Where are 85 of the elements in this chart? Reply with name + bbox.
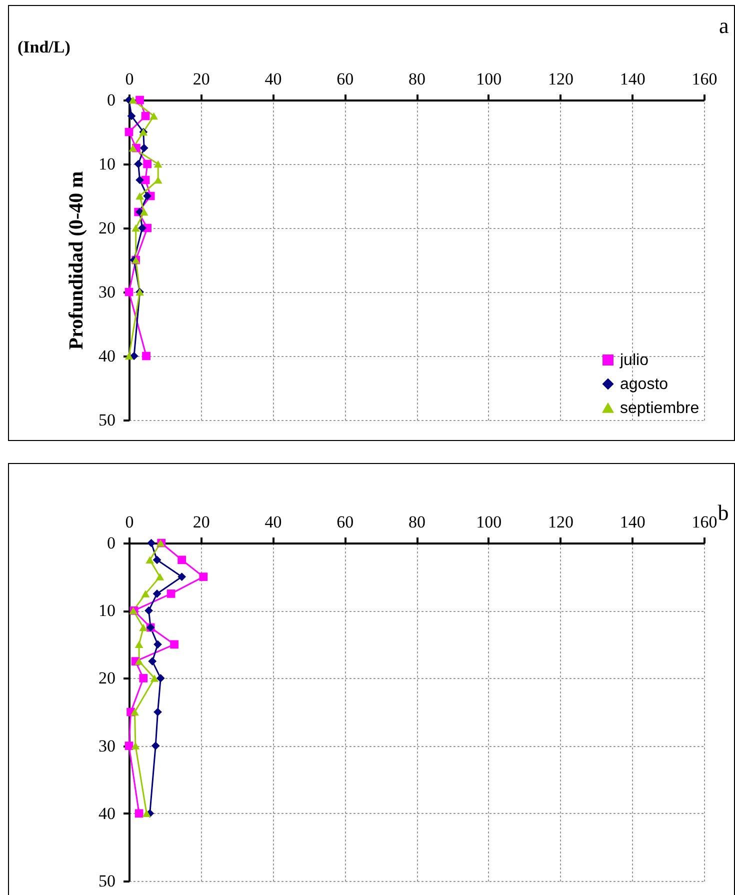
x-tick-label: 120 <box>548 70 574 88</box>
y-axis-title: Profundidad (0-40 m <box>66 170 88 350</box>
y-tick-label: 30 <box>98 736 116 756</box>
point <box>199 572 208 581</box>
point <box>154 160 162 168</box>
point <box>143 192 152 200</box>
y-tick-label: 50 <box>98 410 116 430</box>
point <box>178 556 186 564</box>
x-tick-label: 160 <box>692 70 718 88</box>
point <box>136 96 144 104</box>
point <box>141 590 150 598</box>
point <box>166 590 176 598</box>
point <box>143 160 152 168</box>
x-tick-label: 0 <box>125 512 134 532</box>
point <box>139 624 148 632</box>
point <box>128 144 138 152</box>
y-tick-label: 40 <box>98 804 116 823</box>
point <box>130 352 138 360</box>
point <box>154 708 162 716</box>
point <box>124 288 134 296</box>
point <box>130 708 139 716</box>
point <box>142 352 150 360</box>
legend-label: septiembre <box>620 400 700 417</box>
point <box>140 208 148 216</box>
point <box>156 573 164 580</box>
point <box>124 742 134 750</box>
x-tick-label: 20 <box>192 70 210 88</box>
point <box>127 112 136 120</box>
x-axis-title: (Ind/L) <box>18 38 70 56</box>
point <box>146 556 154 564</box>
legend-label: agosto <box>620 376 668 393</box>
point <box>156 674 165 682</box>
x-tick-label: 60 <box>336 512 354 532</box>
x-tick-label: 40 <box>264 512 282 532</box>
x-tick-label: 100 <box>476 70 502 88</box>
point <box>147 538 156 548</box>
point <box>134 658 144 665</box>
point <box>132 224 140 232</box>
point <box>178 572 186 581</box>
point <box>148 657 157 666</box>
point <box>134 160 143 168</box>
point <box>124 128 134 136</box>
y-tick-label: 0 <box>107 534 116 552</box>
x-tick-label: 40 <box>264 70 282 88</box>
point <box>150 112 158 120</box>
chart-title: b <box>718 500 729 525</box>
point <box>154 176 162 184</box>
x-tick-label: 20 <box>192 512 210 532</box>
x-tick-label: 140 <box>620 512 646 532</box>
point <box>170 640 178 649</box>
point <box>152 556 162 564</box>
point <box>142 810 151 818</box>
x-tick-label: 100 <box>476 512 502 532</box>
y-tick-label: 30 <box>98 282 116 302</box>
point <box>144 606 153 615</box>
x-tick-label: 80 <box>408 512 426 532</box>
point <box>150 674 159 682</box>
point <box>136 192 144 200</box>
y-tick-label: 50 <box>98 872 116 890</box>
y-tick-label: 20 <box>98 668 116 688</box>
point <box>131 742 140 750</box>
y-tick-label: 20 <box>98 218 116 238</box>
point <box>140 144 148 152</box>
point <box>134 640 144 648</box>
x-tick-label: 80 <box>408 70 426 88</box>
point <box>151 742 160 750</box>
y-tick-label: 40 <box>98 346 116 366</box>
legend-label: julio <box>619 352 649 369</box>
x-tick-label: 160 <box>692 512 718 532</box>
point <box>124 352 134 360</box>
y-tick-label: 0 <box>107 90 116 110</box>
x-tick-label: 60 <box>336 70 354 88</box>
point <box>138 224 146 232</box>
x-tick-label: 120 <box>548 512 574 532</box>
x-tick-label: 140 <box>620 70 646 88</box>
point <box>139 674 148 682</box>
point <box>152 590 162 598</box>
point <box>134 809 144 818</box>
chart-title: a <box>718 13 729 38</box>
y-tick-label: 10 <box>98 601 116 620</box>
point <box>141 112 150 120</box>
point <box>136 176 144 184</box>
x-tick-label: 0 <box>125 70 134 88</box>
point <box>154 640 162 649</box>
y-tick-label: 10 <box>98 154 116 174</box>
